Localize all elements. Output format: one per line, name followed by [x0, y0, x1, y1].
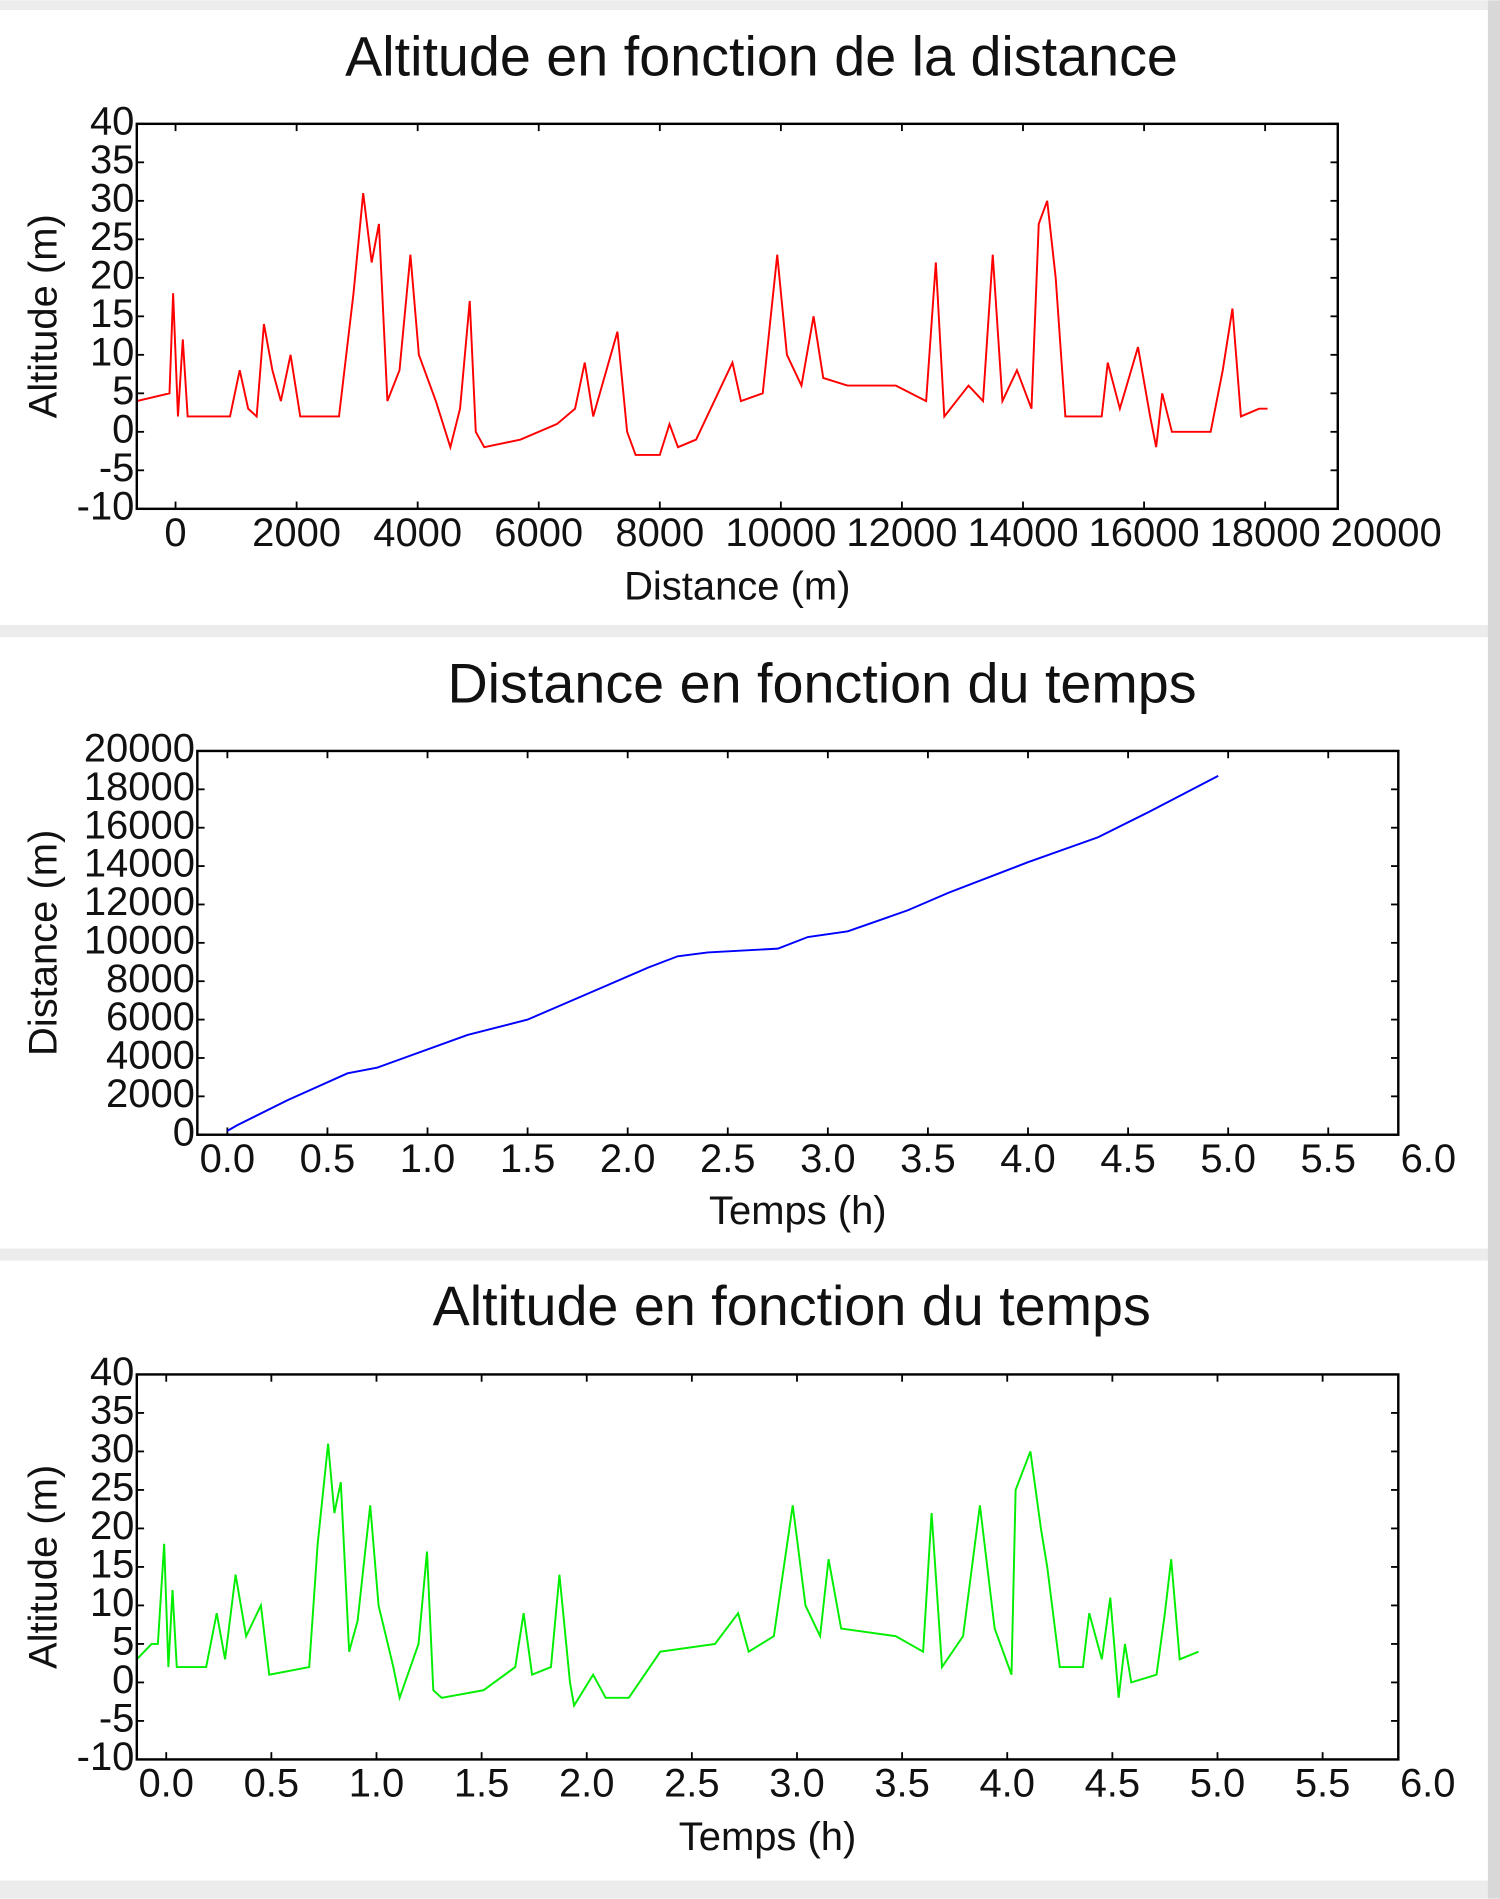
y-axis-label: Distance (m): [22, 830, 66, 1056]
y-tick-label: 25: [90, 1465, 134, 1509]
plot-frame: [196, 749, 1400, 1136]
x-tick-label: 3.0: [800, 1137, 856, 1181]
y-tick-label: 16000: [84, 803, 195, 847]
x-tick-label: 4000: [373, 511, 462, 555]
separator: [0, 625, 1500, 638]
y-tick-label: 20000: [84, 726, 195, 770]
y-tick-label: 5: [112, 369, 134, 413]
x-tick-label: 14000: [967, 511, 1078, 555]
x-tick-label: 3.5: [874, 1762, 930, 1806]
y-tick-label: 10: [90, 1581, 134, 1625]
data-line: [136, 1443, 1199, 1709]
y-tick-label: 0: [112, 407, 134, 451]
x-tick-label: 2.5: [700, 1137, 756, 1181]
y-tick-label: 15: [90, 1542, 134, 1586]
x-tick-label: 5.0: [1190, 1762, 1246, 1806]
separator: [0, 1248, 1500, 1261]
y-tick-label: 25: [90, 215, 134, 259]
y-tick-label: 5: [112, 1619, 134, 1663]
x-axis-label: Distance (m): [624, 564, 850, 608]
y-tick-label: 10: [90, 330, 134, 374]
x-tick-label: 2.5: [664, 1762, 720, 1806]
x-tick-label: 5.5: [1300, 1137, 1356, 1181]
chart-title: Distance en fonction du temps: [447, 653, 1196, 715]
x-tick-label: 20000: [1331, 511, 1442, 555]
x-tick-label: 1.0: [400, 1137, 456, 1181]
data-line: [136, 192, 1268, 456]
x-tick-label: 1.0: [349, 1762, 405, 1806]
y-tick-label: -5: [99, 1696, 135, 1740]
plot-frame: [135, 1373, 1400, 1761]
x-tick-label: 2000: [252, 511, 341, 555]
x-tick-label: 4.0: [979, 1762, 1035, 1806]
x-axis-label: Temps (h): [679, 1815, 857, 1859]
x-tick-label: 4.5: [1100, 1137, 1156, 1181]
x-tick-label: 0.0: [138, 1762, 194, 1806]
y-tick-label: 40: [90, 99, 134, 143]
right-border: [1487, 0, 1500, 1899]
x-tick-label: 0.0: [200, 1137, 256, 1181]
y-tick-label: -10: [77, 1735, 135, 1779]
y-tick-label: 18000: [84, 765, 195, 809]
y-tick-label: 30: [90, 1427, 134, 1471]
y-tick-label: -10: [77, 484, 135, 528]
y-tick-label: 40: [90, 1350, 134, 1394]
x-tick-label: 0.5: [244, 1762, 300, 1806]
data-line: [226, 775, 1219, 1132]
y-tick-label: 15: [90, 292, 134, 336]
x-tick-label: 1.5: [454, 1762, 510, 1806]
x-tick-label: 2.0: [559, 1762, 615, 1806]
separator: [0, 1880, 1500, 1899]
x-tick-label: 10000: [725, 511, 836, 555]
x-tick-label: 4.5: [1085, 1762, 1141, 1806]
y-tick-label: 20: [90, 253, 134, 297]
y-tick-label: 35: [90, 1388, 134, 1432]
y-tick-label: 4000: [106, 1034, 195, 1078]
y-tick-label: 10000: [84, 918, 195, 962]
x-tick-label: 3.5: [900, 1137, 956, 1181]
x-tick-label: 12000: [846, 511, 957, 555]
y-tick-label: 8000: [106, 957, 195, 1001]
x-tick-label: 8000: [615, 511, 704, 555]
y-tick-label: 6000: [106, 995, 195, 1039]
plot-frame: [135, 122, 1339, 511]
x-tick-label: 5.5: [1295, 1762, 1351, 1806]
x-tick-label: 16000: [1089, 511, 1200, 555]
x-tick-label: 6000: [494, 511, 583, 555]
x-tick-label: 0: [164, 511, 186, 555]
y-tick-label: 20: [90, 1504, 134, 1548]
y-tick-label: 0: [173, 1110, 195, 1154]
x-tick-label: 4.0: [1000, 1137, 1056, 1181]
x-tick-label: 0.5: [300, 1137, 356, 1181]
x-tick-label: 6.0: [1401, 1137, 1457, 1181]
y-tick-label: -5: [99, 446, 135, 490]
y-axis-label: Altitude (m): [22, 214, 66, 418]
chart-title: Altitude en fonction du temps: [433, 1275, 1151, 1337]
x-axis-label: Temps (h): [709, 1189, 887, 1233]
chart-title: Altitude en fonction de la distance: [345, 26, 1178, 88]
y-axis-label: Altitude (m): [22, 1465, 66, 1669]
y-tick-label: 14000: [84, 842, 195, 886]
y-tick-label: 35: [90, 138, 134, 182]
y-tick-label: 12000: [84, 880, 195, 924]
x-tick-label: 5.0: [1200, 1137, 1256, 1181]
separator: [0, 0, 1500, 11]
x-tick-label: 18000: [1210, 511, 1321, 555]
x-tick-label: 3.0: [769, 1762, 825, 1806]
x-tick-label: 1.5: [500, 1137, 556, 1181]
y-tick-label: 2000: [106, 1072, 195, 1116]
x-tick-label: 2.0: [600, 1137, 656, 1181]
x-tick-label: 6.0: [1400, 1762, 1456, 1806]
y-tick-label: 30: [90, 176, 134, 220]
y-tick-label: 0: [112, 1658, 134, 1702]
